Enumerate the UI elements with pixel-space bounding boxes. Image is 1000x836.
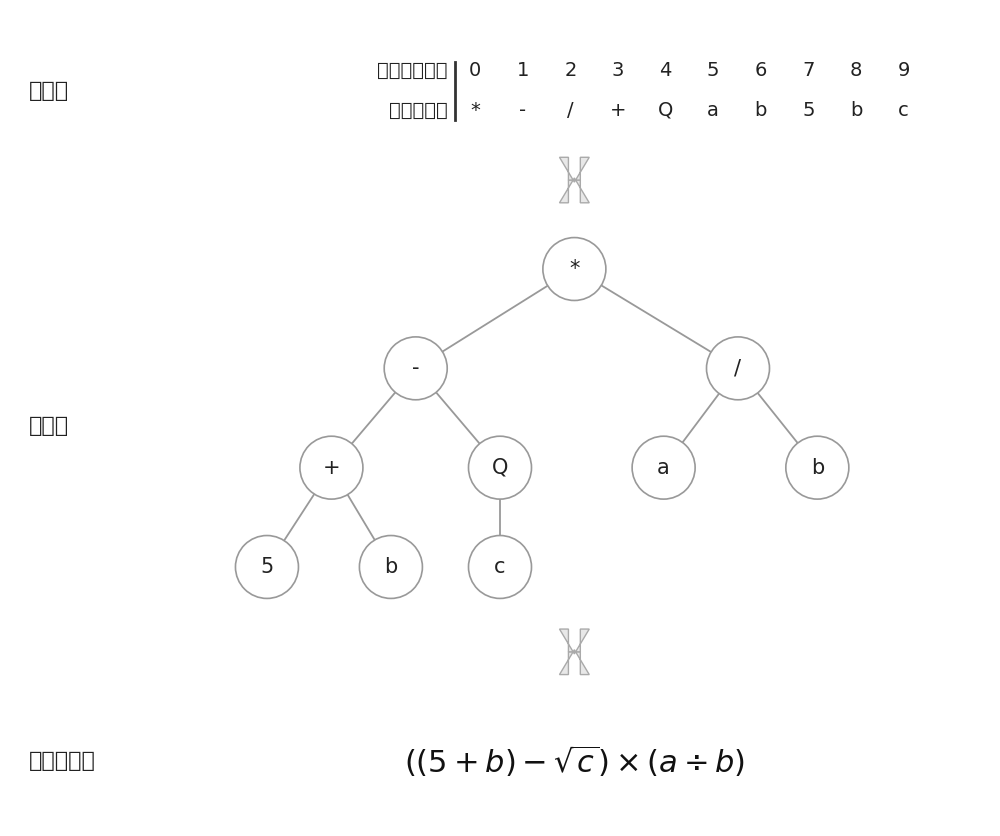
Text: 2: 2 bbox=[564, 61, 577, 80]
Text: /: / bbox=[734, 359, 742, 379]
Text: 0: 0 bbox=[469, 61, 481, 80]
Text: c: c bbox=[494, 557, 506, 577]
Ellipse shape bbox=[468, 536, 532, 599]
Ellipse shape bbox=[235, 536, 298, 599]
Text: b: b bbox=[811, 457, 824, 477]
Text: 5: 5 bbox=[802, 100, 815, 120]
Text: 基因型: 基因型 bbox=[29, 81, 69, 101]
Text: 数学表达式: 数学表达式 bbox=[29, 752, 96, 772]
Text: 9: 9 bbox=[897, 61, 910, 80]
FancyArrow shape bbox=[560, 157, 589, 182]
Text: b: b bbox=[384, 557, 398, 577]
FancyArrow shape bbox=[560, 629, 589, 654]
FancyArrow shape bbox=[560, 650, 589, 675]
Text: 5: 5 bbox=[260, 557, 274, 577]
Text: b: b bbox=[755, 100, 767, 120]
Text: -: - bbox=[519, 100, 526, 120]
Ellipse shape bbox=[706, 337, 770, 400]
Text: *: * bbox=[569, 259, 580, 279]
Text: b: b bbox=[850, 100, 862, 120]
Text: 6: 6 bbox=[755, 61, 767, 80]
Text: *: * bbox=[470, 100, 480, 120]
Text: $((5+b)-\sqrt{c})\times(a\div b)$: $((5+b)-\sqrt{c})\times(a\div b)$ bbox=[404, 743, 745, 779]
Text: 表现型: 表现型 bbox=[29, 416, 69, 436]
Text: +: + bbox=[610, 100, 626, 120]
Ellipse shape bbox=[384, 337, 447, 400]
Ellipse shape bbox=[300, 436, 363, 499]
Text: 基因元素値: 基因元素値 bbox=[389, 100, 447, 120]
Text: 1: 1 bbox=[517, 61, 529, 80]
Text: 3: 3 bbox=[612, 61, 624, 80]
Text: a: a bbox=[707, 100, 719, 120]
Ellipse shape bbox=[359, 536, 422, 599]
Text: -: - bbox=[412, 359, 419, 379]
Text: +: + bbox=[323, 457, 340, 477]
Text: 8: 8 bbox=[850, 61, 862, 80]
Ellipse shape bbox=[543, 237, 606, 300]
Ellipse shape bbox=[468, 436, 532, 499]
Text: a: a bbox=[657, 457, 670, 477]
FancyArrow shape bbox=[560, 178, 589, 203]
Text: 5: 5 bbox=[707, 61, 719, 80]
Text: /: / bbox=[567, 100, 574, 120]
Text: Q: Q bbox=[492, 457, 508, 477]
Ellipse shape bbox=[786, 436, 849, 499]
Text: 7: 7 bbox=[802, 61, 815, 80]
Text: 基因元素位置: 基因元素位置 bbox=[377, 61, 447, 80]
Text: Q: Q bbox=[658, 100, 673, 120]
Text: 4: 4 bbox=[659, 61, 672, 80]
Text: c: c bbox=[898, 100, 909, 120]
Ellipse shape bbox=[632, 436, 695, 499]
